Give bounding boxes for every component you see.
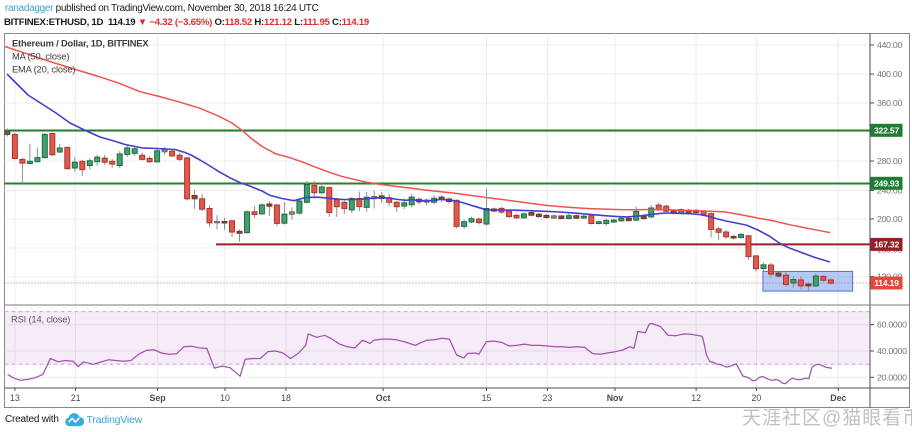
svg-text:240.00: 240.00 xyxy=(877,186,902,196)
svg-text:EMA (20, close): EMA (20, close) xyxy=(12,65,75,75)
svg-text:440.00: 440.00 xyxy=(877,40,902,50)
svg-text:40.0000: 40.0000 xyxy=(877,346,907,356)
svg-text:21: 21 xyxy=(71,393,81,403)
svg-text:Nov: Nov xyxy=(607,393,624,403)
svg-text:15: 15 xyxy=(482,393,492,403)
svg-text:RSI (14, close): RSI (14, close) xyxy=(11,315,70,325)
svg-text:Sep: Sep xyxy=(150,393,167,403)
svg-text:Dec: Dec xyxy=(830,393,846,403)
svg-text:20: 20 xyxy=(752,393,762,403)
svg-text:12: 12 xyxy=(691,393,701,403)
svg-text:280.00: 280.00 xyxy=(877,156,902,166)
svg-text:Ethereum / Dollar, 1D, BITFINE: Ethereum / Dollar, 1D, BITFINEX xyxy=(12,39,149,49)
svg-text:23: 23 xyxy=(543,393,553,403)
svg-text:400.00: 400.00 xyxy=(877,69,902,79)
svg-text:20.0000: 20.0000 xyxy=(877,372,907,382)
svg-text:18: 18 xyxy=(281,393,291,403)
svg-text:10: 10 xyxy=(220,393,230,403)
svg-text:Oct: Oct xyxy=(376,393,391,403)
svg-text:360.00: 360.00 xyxy=(877,98,902,108)
svg-text:249.93: 249.93 xyxy=(874,179,900,189)
svg-text:167.32: 167.32 xyxy=(874,240,900,250)
svg-text:13: 13 xyxy=(10,393,20,403)
svg-text:114.19: 114.19 xyxy=(874,278,899,288)
svg-text:MA (50, close): MA (50, close) xyxy=(12,52,69,62)
svg-text:60.0000: 60.0000 xyxy=(877,320,907,330)
svg-text:322.57: 322.57 xyxy=(874,126,900,136)
svg-text:200.00: 200.00 xyxy=(877,214,902,224)
